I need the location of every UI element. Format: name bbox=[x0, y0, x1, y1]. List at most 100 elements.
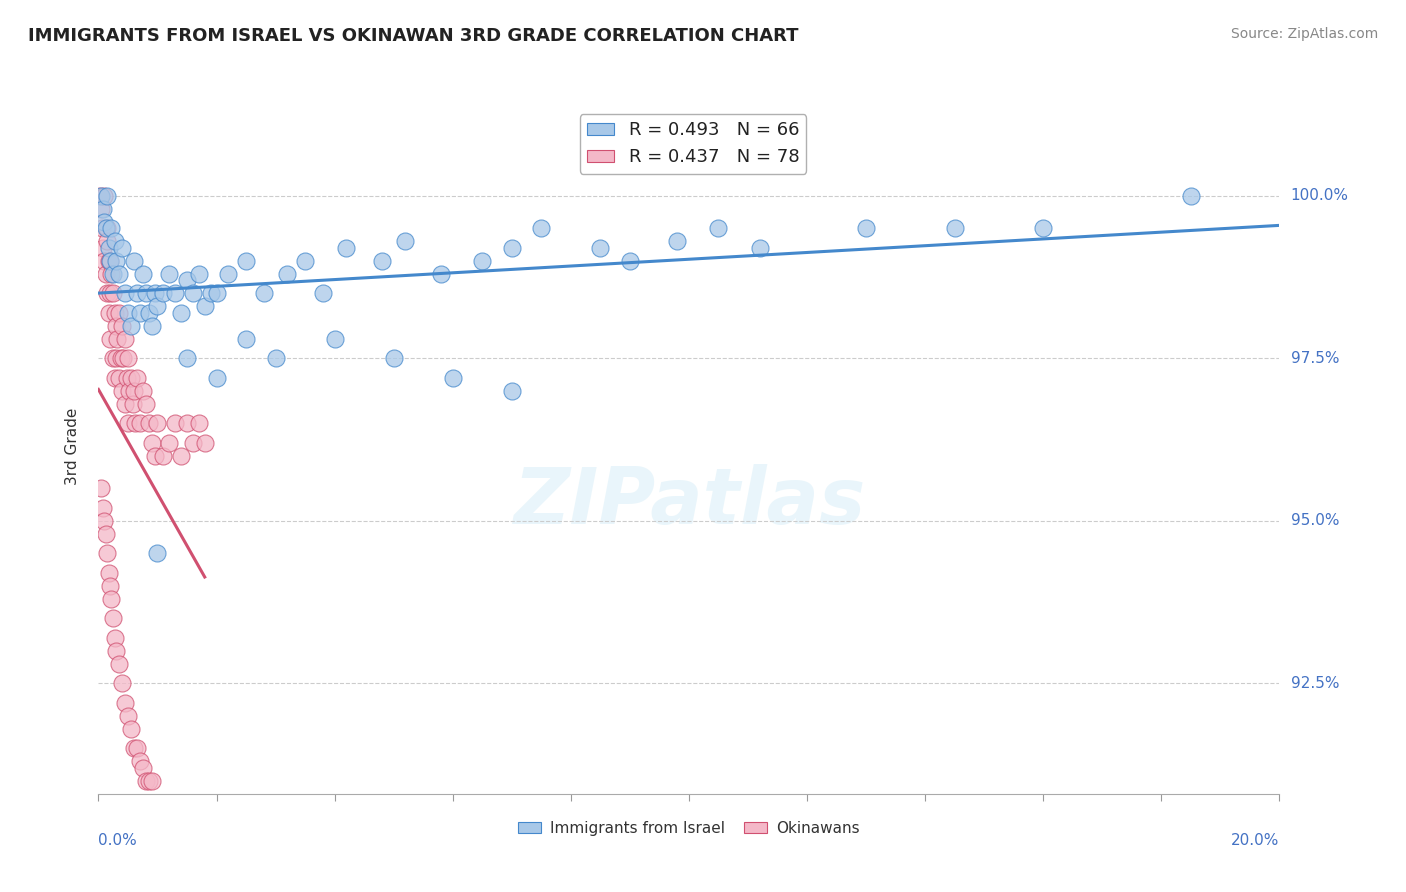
Point bbox=[98, 253, 121, 268]
Point bbox=[121, 397, 143, 411]
Point bbox=[108, 267, 131, 281]
Point bbox=[141, 318, 163, 333]
Point bbox=[135, 397, 157, 411]
Point bbox=[96, 221, 118, 235]
Point bbox=[120, 318, 142, 333]
Point bbox=[104, 370, 127, 384]
Point bbox=[114, 397, 136, 411]
Point bbox=[187, 267, 209, 281]
Point bbox=[138, 773, 160, 788]
Point bbox=[176, 351, 198, 366]
Point bbox=[132, 267, 155, 281]
Point bbox=[98, 286, 121, 301]
Point bbox=[146, 546, 169, 560]
Point bbox=[312, 286, 335, 301]
Point bbox=[93, 514, 115, 528]
Point bbox=[1032, 221, 1054, 235]
Point bbox=[98, 566, 121, 580]
Point bbox=[122, 253, 145, 268]
Point bbox=[103, 286, 125, 301]
Point bbox=[94, 526, 117, 541]
Point bbox=[104, 306, 127, 320]
Point bbox=[94, 221, 117, 235]
Point bbox=[115, 370, 138, 384]
Point bbox=[170, 449, 193, 463]
Point bbox=[501, 241, 523, 255]
Point bbox=[103, 267, 125, 281]
Point bbox=[235, 332, 257, 346]
Point bbox=[98, 332, 121, 346]
Point bbox=[111, 241, 134, 255]
Point bbox=[122, 384, 145, 398]
Point bbox=[441, 370, 464, 384]
Point bbox=[96, 286, 118, 301]
Point bbox=[371, 253, 394, 268]
Point bbox=[176, 273, 198, 287]
Point bbox=[128, 755, 150, 769]
Point bbox=[93, 253, 115, 268]
Point bbox=[146, 299, 169, 313]
Y-axis label: 3rd Grade: 3rd Grade bbox=[65, 408, 80, 484]
Point bbox=[382, 351, 405, 366]
Point bbox=[93, 188, 115, 202]
Point bbox=[128, 416, 150, 430]
Point bbox=[111, 318, 134, 333]
Point bbox=[114, 286, 136, 301]
Point bbox=[253, 286, 276, 301]
Point bbox=[143, 449, 166, 463]
Point bbox=[111, 676, 134, 690]
Point bbox=[143, 286, 166, 301]
Text: 0.0%: 0.0% bbox=[98, 833, 138, 847]
Point bbox=[170, 306, 193, 320]
Point bbox=[98, 253, 121, 268]
Legend: Immigrants from Israel, Okinawans: Immigrants from Israel, Okinawans bbox=[512, 814, 866, 842]
Point bbox=[91, 221, 114, 235]
Point bbox=[132, 761, 155, 775]
Point bbox=[181, 286, 204, 301]
Point bbox=[1180, 188, 1202, 202]
Point bbox=[117, 351, 139, 366]
Point bbox=[105, 253, 128, 268]
Point bbox=[96, 546, 118, 560]
Point bbox=[217, 267, 239, 281]
Point bbox=[128, 306, 150, 320]
Point bbox=[98, 579, 121, 593]
Point bbox=[105, 318, 128, 333]
Point bbox=[96, 234, 118, 248]
Point bbox=[707, 221, 730, 235]
Point bbox=[104, 234, 127, 248]
Point bbox=[114, 332, 136, 346]
Point bbox=[176, 416, 198, 430]
Point bbox=[666, 234, 689, 248]
Point bbox=[120, 722, 142, 736]
Point bbox=[471, 253, 494, 268]
Point bbox=[98, 253, 121, 268]
Point bbox=[323, 332, 346, 346]
Point bbox=[103, 611, 125, 625]
Point bbox=[93, 215, 115, 229]
Point bbox=[430, 267, 453, 281]
Point bbox=[235, 253, 257, 268]
Point bbox=[152, 286, 174, 301]
Point bbox=[114, 696, 136, 710]
Text: 100.0%: 100.0% bbox=[1291, 188, 1348, 203]
Point bbox=[619, 253, 641, 268]
Point bbox=[335, 241, 357, 255]
Point bbox=[110, 351, 132, 366]
Point bbox=[138, 306, 160, 320]
Point bbox=[103, 351, 125, 366]
Text: Source: ZipAtlas.com: Source: ZipAtlas.com bbox=[1230, 27, 1378, 41]
Text: ZIPatlas: ZIPatlas bbox=[513, 464, 865, 540]
Point bbox=[165, 416, 187, 430]
Point bbox=[135, 286, 157, 301]
Point bbox=[205, 370, 228, 384]
Point bbox=[125, 370, 148, 384]
Point bbox=[187, 416, 209, 430]
Point bbox=[194, 435, 217, 450]
Point bbox=[394, 234, 416, 248]
Point bbox=[91, 500, 114, 515]
Point bbox=[108, 370, 131, 384]
Point bbox=[94, 267, 117, 281]
Point bbox=[135, 773, 157, 788]
Point bbox=[141, 773, 163, 788]
